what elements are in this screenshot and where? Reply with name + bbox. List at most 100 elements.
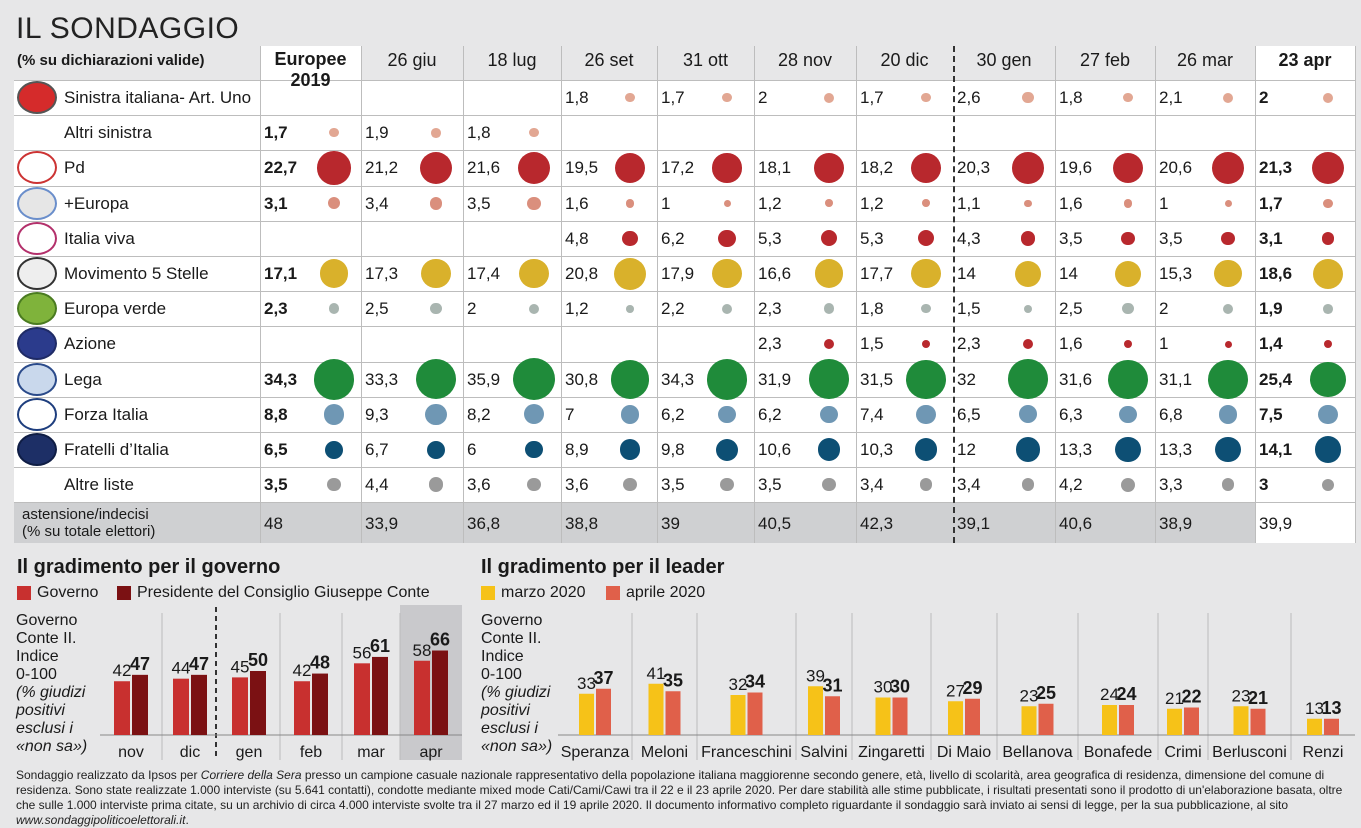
leader-bar — [596, 688, 611, 735]
poll-value: 1,7 — [264, 123, 288, 143]
gov-legend-swatch-2 — [117, 586, 131, 600]
poll-value: 3,3 — [1159, 475, 1183, 495]
chart-note-line: 0-100 — [481, 666, 522, 683]
gov-bar-value: 66 — [430, 630, 450, 650]
poll-dot — [921, 304, 931, 314]
column-separator — [1155, 46, 1156, 543]
leader-bar — [1038, 703, 1054, 735]
gov-bar-value: 50 — [248, 650, 268, 670]
poll-dot — [527, 478, 541, 492]
poll-dot — [1015, 437, 1041, 462]
leader-legend-aprile: aprile 2020 — [606, 584, 705, 602]
poll-dot — [718, 229, 736, 248]
poll-dot — [1212, 152, 1244, 184]
poll-dot — [706, 358, 748, 400]
poll-dot — [814, 153, 844, 183]
apr-highlight — [400, 605, 462, 760]
column-separator — [754, 46, 755, 543]
poll-value: 21,6 — [467, 158, 501, 178]
poll-value: 2,2 — [661, 299, 685, 319]
poll-value: 1 — [1159, 334, 1169, 354]
poll-dot — [1323, 198, 1333, 208]
party-logo-icon — [17, 397, 57, 431]
poll-dot — [623, 478, 637, 492]
leader-bar-value: 34 — [745, 672, 765, 692]
poll-value: 4,3 — [957, 228, 981, 248]
poll-dot — [525, 441, 543, 459]
poll-dot — [625, 198, 635, 208]
abstention-value: 39,9 — [1259, 514, 1293, 534]
abstention-value: 38,9 — [1159, 514, 1193, 534]
poll-value: 17,7 — [860, 264, 894, 283]
party-name: Movimento 5 Stelle — [64, 264, 209, 283]
poll-dot — [914, 438, 938, 461]
poll-value: 2 — [467, 299, 477, 319]
poll-value: 14 — [957, 264, 976, 283]
poll-dot — [614, 257, 646, 290]
poll-value: 1,7 — [661, 88, 685, 107]
poll-dot — [429, 196, 443, 210]
poll-value: 3,5 — [264, 475, 288, 495]
leader-bar-value: 25 — [1036, 683, 1056, 703]
poll-dot — [1214, 259, 1242, 288]
leader-legend-label-1: marzo 2020 — [501, 584, 586, 601]
leader-chart-title: Il gradimento per il leader — [481, 556, 725, 578]
leader-bar-value: 22 — [1181, 687, 1201, 707]
poll-value: 13,3 — [1059, 440, 1093, 459]
poll-value: 3,4 — [860, 475, 884, 495]
leader-category-label: Speranza — [561, 744, 630, 761]
poll-value: 2,5 — [365, 299, 389, 319]
poll-value: 10,3 — [860, 440, 894, 459]
footnote-site: www.sondaggipoliticoelettorali.it — [16, 813, 186, 827]
poll-value: 1,8 — [565, 88, 589, 107]
poll-dot — [319, 259, 349, 289]
poll-dot — [1224, 199, 1232, 207]
abstention-value: 42,3 — [860, 514, 894, 534]
poll-dot — [911, 153, 941, 183]
poll-value: 33,3 — [365, 369, 399, 389]
abstention-value: 33,9 — [365, 514, 399, 534]
poll-value: 1,6 — [565, 193, 589, 213]
gov-category-label: mar — [357, 744, 385, 761]
party-logo-icon — [17, 81, 57, 114]
gov-bar — [312, 673, 328, 735]
poll-dot — [1215, 436, 1241, 463]
party-name: Altri sinistra — [64, 123, 152, 143]
poll-dot — [421, 259, 451, 289]
leader-bar — [730, 695, 746, 735]
poll-value: 19,6 — [1059, 158, 1093, 178]
gov-chart: 4247nov4447dic4550gen4248feb5661mar5866a… — [100, 605, 462, 761]
poll-dot — [529, 128, 539, 138]
poll-dot — [1208, 359, 1248, 399]
chart-note-line: Conte II. — [481, 630, 542, 647]
gov-legend-swatch-1 — [17, 586, 31, 600]
column-header: 23 apr — [1278, 50, 1332, 70]
gov-legend-label-2: Presidente del Consiglio Giuseppe Conte — [137, 584, 430, 601]
leader-category-label: Berlusconi — [1212, 744, 1287, 761]
leader-bar-value: 29 — [962, 678, 982, 698]
leader-bar-value: 30 — [874, 678, 893, 697]
leader-bar-value: 23 — [1020, 686, 1039, 705]
leader-bar-value: 23 — [1232, 686, 1251, 705]
leader-bar — [747, 692, 763, 735]
poll-dot — [1023, 304, 1033, 314]
abstention-value: 40,6 — [1059, 514, 1093, 534]
chart-note-line: (% giudizi — [481, 684, 551, 701]
latest-col-bg — [1255, 46, 1355, 543]
leader-bar-value: 27 — [946, 681, 965, 700]
poll-dot — [419, 151, 453, 185]
chart-note-line: Governo — [16, 612, 78, 629]
gov-category-label: feb — [300, 744, 322, 761]
poll-value: 6 — [467, 440, 477, 459]
poll-dot — [1114, 260, 1142, 287]
poll-dot — [317, 151, 351, 185]
column-separator — [463, 46, 464, 543]
poll-dot — [1020, 231, 1036, 246]
leader-bar-value: 24 — [1100, 685, 1119, 704]
column-separator-dashed — [953, 46, 955, 543]
gov-legend-conte: Presidente del Consiglio Giuseppe Conte — [117, 584, 430, 602]
chart-note-line: esclusi i — [481, 720, 538, 737]
poll-dot — [328, 303, 340, 315]
poll-dot — [712, 258, 742, 289]
poll-value: 20,6 — [1159, 158, 1193, 178]
